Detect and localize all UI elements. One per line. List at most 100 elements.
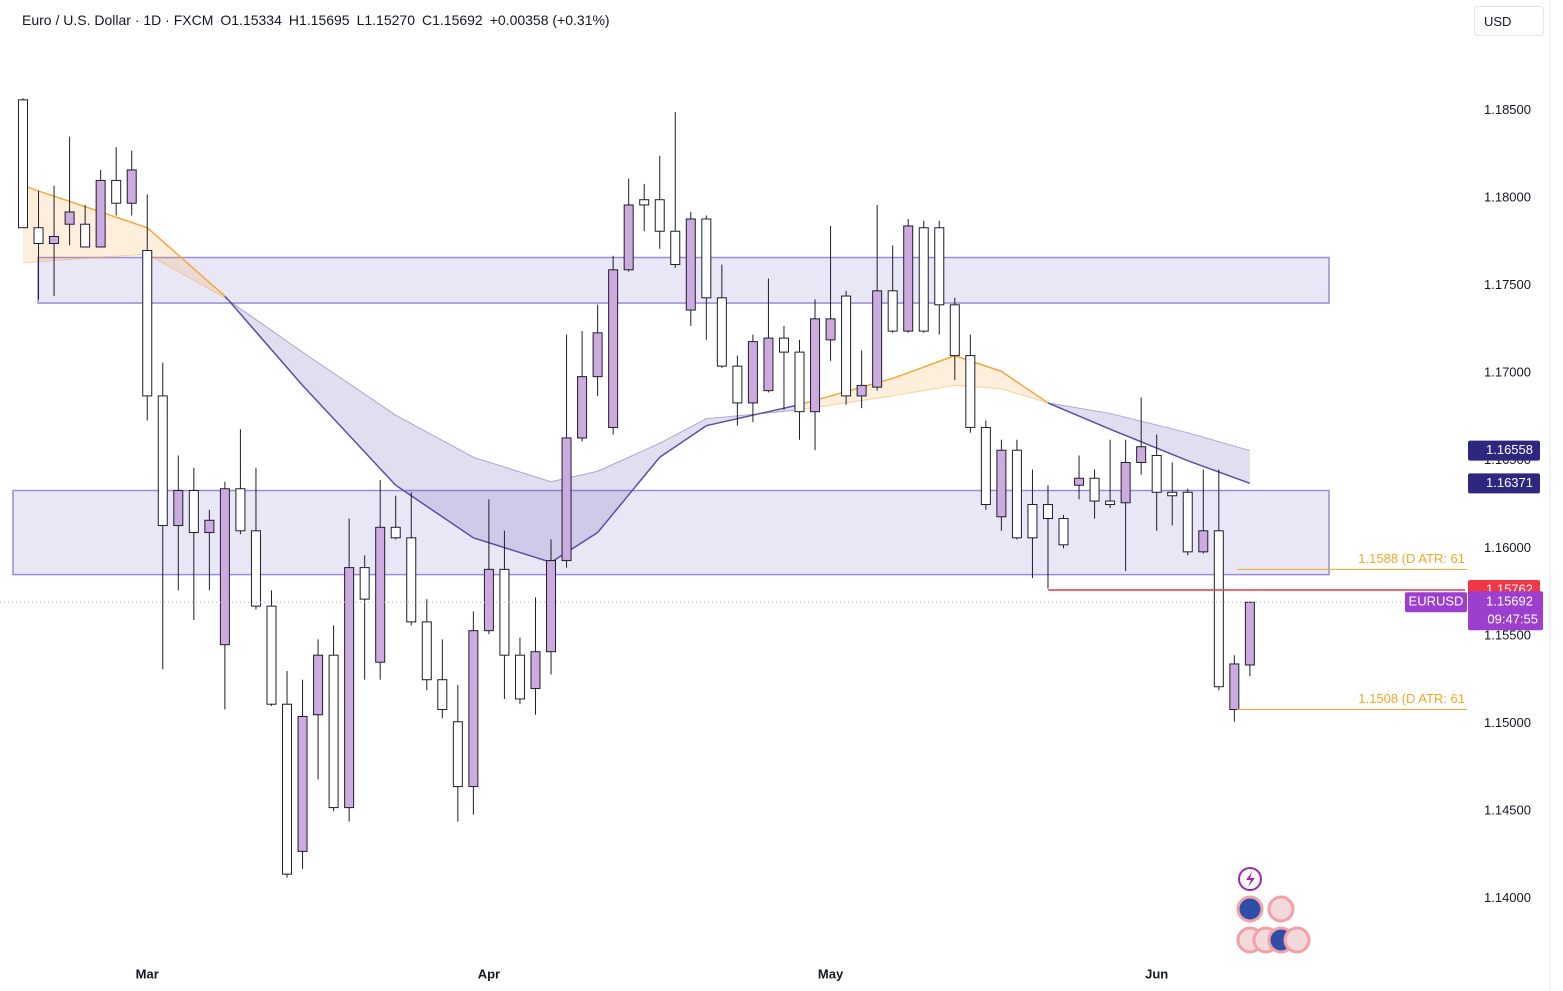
ma-slow-line	[550, 470, 598, 483]
candle-body	[856, 384, 867, 397]
candle-body	[592, 332, 603, 378]
candle-body	[1244, 601, 1255, 666]
candle-body	[64, 211, 75, 225]
candle-body	[80, 223, 91, 248]
price-box	[1468, 591, 1543, 631]
ohlc-close: C1.15692	[422, 12, 483, 28]
ohlc-change: +0.00358 (+0.31%)	[489, 12, 610, 28]
candle-body	[1011, 449, 1022, 539]
y-tick-label: 1.17500	[1484, 277, 1531, 292]
ma-slow-line	[22, 253, 148, 264]
header: Euro / U.S. Dollar · 1D · FXCM O1.15334 …	[22, 12, 610, 28]
candle-body	[670, 230, 681, 266]
ma-fast-line	[473, 537, 552, 564]
ma-slow-line	[395, 414, 474, 458]
candle-body	[33, 227, 44, 245]
atr-label: 1.1588 (D ATR: 61	[1358, 551, 1465, 566]
ma-slow-line	[146, 253, 226, 299]
event-icons	[1236, 867, 1311, 954]
candle-body	[996, 449, 1007, 518]
x-tick-label: Mar	[136, 966, 159, 981]
candle-body	[49, 235, 60, 245]
ma-fast-line	[550, 531, 599, 563]
candle-body	[903, 225, 914, 332]
ma-ribbon	[302, 352, 396, 486]
candle-body	[126, 169, 137, 204]
ma-slow-line	[1109, 412, 1188, 434]
ma-slow-line	[597, 442, 660, 472]
candle-body	[1120, 461, 1131, 504]
candle-body	[18, 99, 28, 229]
candle-body	[732, 365, 743, 404]
candle-body	[157, 395, 168, 527]
ma-fast-line	[597, 456, 661, 534]
y-tick-label: 1.18500	[1484, 102, 1531, 117]
candle-body	[437, 679, 448, 710]
candle-body	[980, 426, 991, 506]
x-tick-label: May	[818, 966, 844, 981]
y-tick-label: 1.14500	[1484, 803, 1531, 818]
candle-body	[654, 199, 665, 232]
candle-body	[1027, 504, 1038, 539]
candle-body	[1151, 454, 1162, 493]
candle-body	[142, 250, 153, 397]
candle-body	[763, 337, 774, 392]
ma-slow-line	[892, 384, 955, 397]
candle-body	[95, 179, 106, 248]
y-tick-label: 1.15000	[1484, 715, 1531, 730]
ma-value-box	[1468, 473, 1540, 494]
ma-value-box	[1468, 440, 1540, 461]
ma-fast-line	[954, 354, 1002, 373]
candle-body	[716, 297, 727, 367]
candle-body	[406, 537, 417, 623]
candle-body	[561, 437, 572, 562]
ma-slow-line	[224, 297, 303, 353]
candle-body	[359, 567, 370, 600]
candle-body	[965, 355, 976, 428]
countdown: 09:47:55	[1487, 612, 1538, 627]
ma-slow-line	[659, 418, 707, 444]
candle-body	[1058, 518, 1069, 546]
candle-body	[685, 218, 696, 311]
candle-body	[918, 227, 929, 332]
ma-value-label: 1.16558	[1486, 442, 1533, 457]
ma-fast-line	[1109, 428, 1189, 462]
ma-fast-line	[301, 384, 397, 486]
candle-body	[1167, 491, 1178, 497]
candle-body	[825, 318, 836, 341]
candle-body	[1074, 477, 1085, 486]
x-tick-label: Jun	[1145, 966, 1168, 981]
ma-ribbon	[1187, 432, 1250, 484]
candle-body	[623, 204, 634, 271]
ma-fast-line	[1000, 370, 1049, 404]
ohlc-open: O1.15334	[220, 12, 282, 28]
ma-slow-line	[1047, 402, 1111, 414]
candle-body	[421, 621, 432, 681]
candle-body	[841, 295, 852, 397]
zone	[37, 256, 1330, 304]
candle-body	[1198, 530, 1209, 553]
candle-body	[934, 227, 945, 306]
candle-body	[250, 530, 261, 607]
currency-button[interactable]: USD	[1474, 6, 1544, 36]
candle-body	[375, 526, 386, 663]
candle-body	[188, 490, 199, 534]
candle-body	[282, 703, 293, 875]
candle-body	[1182, 491, 1193, 553]
candle-body	[313, 654, 324, 716]
ma-slow-line	[473, 456, 552, 483]
y-tick-label: 1.16000	[1484, 540, 1531, 555]
ma-value-label: 1.16371	[1486, 475, 1533, 490]
candle-body	[328, 654, 339, 809]
ma-fast-line	[892, 354, 956, 380]
ma-ribbon	[597, 443, 660, 533]
y-tick-label: 1.17000	[1484, 365, 1531, 380]
ma-slow-line	[302, 351, 397, 416]
candle-body	[499, 568, 510, 656]
candle-body	[219, 488, 230, 646]
ma-ribbon	[892, 355, 955, 396]
candle-body	[266, 605, 277, 705]
candle-body	[1089, 477, 1100, 502]
candle-body	[794, 351, 805, 413]
candle-body	[949, 304, 960, 357]
